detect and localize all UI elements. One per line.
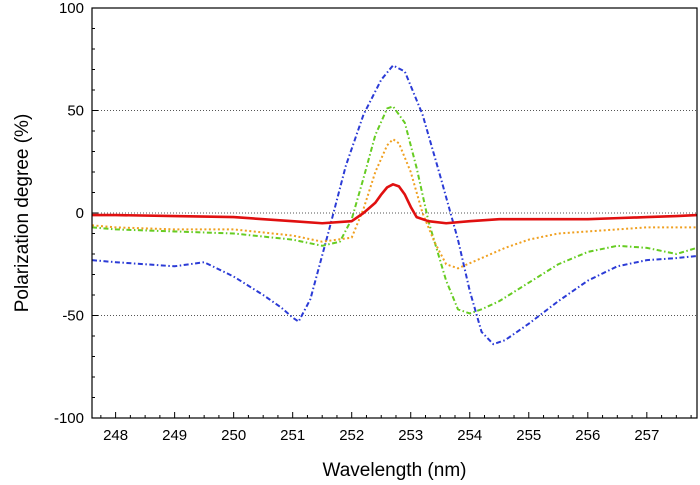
x-tick-label: 257 <box>634 427 659 444</box>
y-tick-label: -100 <box>54 410 84 427</box>
x-tick-label: 248 <box>103 427 128 444</box>
x-tick-label: 250 <box>221 427 246 444</box>
x-tick-label: 251 <box>280 427 305 444</box>
y-tick-label: -50 <box>62 308 84 325</box>
series-line-4 <box>92 183 698 225</box>
y-tick-label: 50 <box>67 103 84 120</box>
x-tick-label: 254 <box>457 427 482 444</box>
x-tick-label: 252 <box>339 427 364 444</box>
series-line-2 <box>91 105 698 315</box>
series-layer <box>91 64 698 346</box>
x-axis-title: Wavelength (nm) <box>323 460 467 481</box>
x-tick-label: 255 <box>516 427 541 444</box>
series-line-3 <box>91 138 697 270</box>
axis-ticks: 248 249 250 251 252 253 254 255 256 257 -100 -50 0 50… <box>54 0 692 444</box>
grid-lines <box>92 110 697 316</box>
y-tick-label: 0 <box>76 205 84 222</box>
y-tick-label: 100 <box>59 0 84 17</box>
x-tick-label: 253 <box>398 427 423 444</box>
x-tick-label: 256 <box>575 427 600 444</box>
x-tick-label: 249 <box>162 427 187 444</box>
y-axis-title: Polarization degree (%) <box>12 114 33 313</box>
